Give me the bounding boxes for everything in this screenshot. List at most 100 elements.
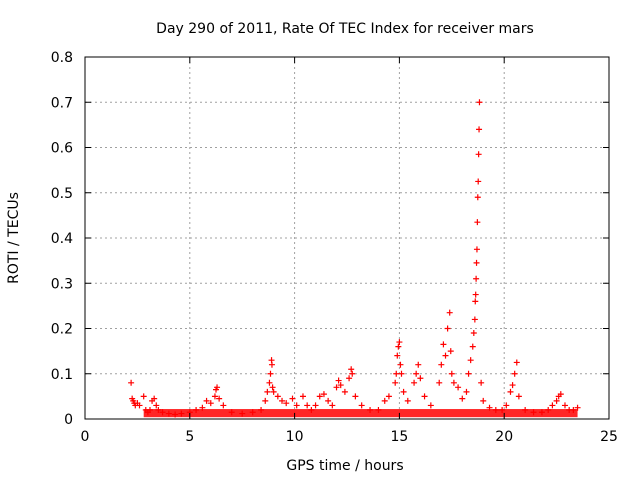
data-point [411,379,418,386]
data-point [475,178,482,185]
data-point [413,370,420,377]
data-points [128,99,581,418]
data-point [220,402,227,409]
data-point [207,400,214,407]
data-point [367,406,374,413]
data-point [450,379,457,386]
data-point [151,395,158,402]
data-point [283,400,290,407]
baseline-noise-band [143,409,578,418]
data-point [509,382,516,389]
data-point [258,406,265,413]
data-point [444,325,451,332]
data-point [545,406,552,413]
data-point [507,388,514,395]
data-point [155,406,162,413]
data-point [299,393,306,400]
data-point [325,397,332,404]
data-point [203,397,210,404]
x-tick-label: 10 [286,429,304,445]
data-point [394,352,401,359]
data-point [459,395,466,402]
data-point [404,397,411,404]
data-point [293,402,300,409]
data-point [463,388,470,395]
data-point [574,404,581,411]
data-point [467,357,474,364]
data-point [448,370,455,377]
data-point [172,411,179,418]
data-point [553,397,560,404]
data-point [557,391,564,398]
x-tick-label: 20 [495,429,513,445]
data-point [375,406,382,413]
data-point [312,402,319,409]
data-point [228,409,235,416]
data-point [465,370,472,377]
data-point [570,406,577,413]
data-point [470,330,477,337]
data-point [474,194,481,201]
data-point [474,219,481,226]
y-tick-label: 0 [64,412,73,428]
data-point [492,406,499,413]
data-point [472,291,479,298]
data-point [178,410,185,417]
data-point [473,246,480,253]
data-point [421,393,428,400]
data-point [469,343,476,350]
y-tick-label: 0.3 [51,276,73,292]
y-tick-label: 0.4 [51,231,73,247]
data-point [530,409,537,416]
y-axis-ticks: 0 0.1 0.2 0.3 0.4 0.5 0.6 0.7 0.8 [51,50,609,428]
data-point [438,361,445,368]
x-axis-ticks: 0 5 10 15 20 25 [81,57,618,445]
data-point [274,393,281,400]
data-point [475,151,482,158]
data-point [239,410,246,417]
x-tick-label: 15 [390,429,408,445]
data-point [561,402,568,409]
data-point [337,382,344,389]
data-point [216,395,223,402]
data-point [349,370,356,377]
data-point [522,406,529,413]
data-point [358,402,365,409]
data-point [398,370,405,377]
data-point [513,359,520,366]
data-point [211,393,218,400]
y-tick-label: 0.8 [51,50,73,66]
data-point [480,397,487,404]
data-point [476,99,483,106]
data-point [140,393,147,400]
data-point [266,379,273,386]
data-point [308,406,315,413]
data-point [538,409,545,416]
data-point [199,404,206,411]
y-axis-title: ROTI / TECUs [6,192,22,284]
grid [85,57,609,419]
x-tick-label: 25 [600,429,618,445]
data-point [436,379,443,386]
data-point [165,410,172,417]
y-tick-label: 0.6 [51,141,73,157]
data-point [473,259,480,266]
data-point [279,397,286,404]
data-point [316,393,323,400]
data-point [503,402,510,409]
data-point [193,406,200,413]
data-point [499,406,506,413]
data-point [511,370,518,377]
data-point [159,409,166,416]
data-point [472,298,479,305]
data-point [396,339,403,346]
data-point [549,402,556,409]
data-point [446,309,453,316]
data-point [440,341,447,348]
data-point [442,352,449,359]
data-point [400,388,407,395]
x-axis-title: GPS time / hours [286,458,403,474]
x-tick-label: 0 [81,429,90,445]
data-point [153,402,160,409]
